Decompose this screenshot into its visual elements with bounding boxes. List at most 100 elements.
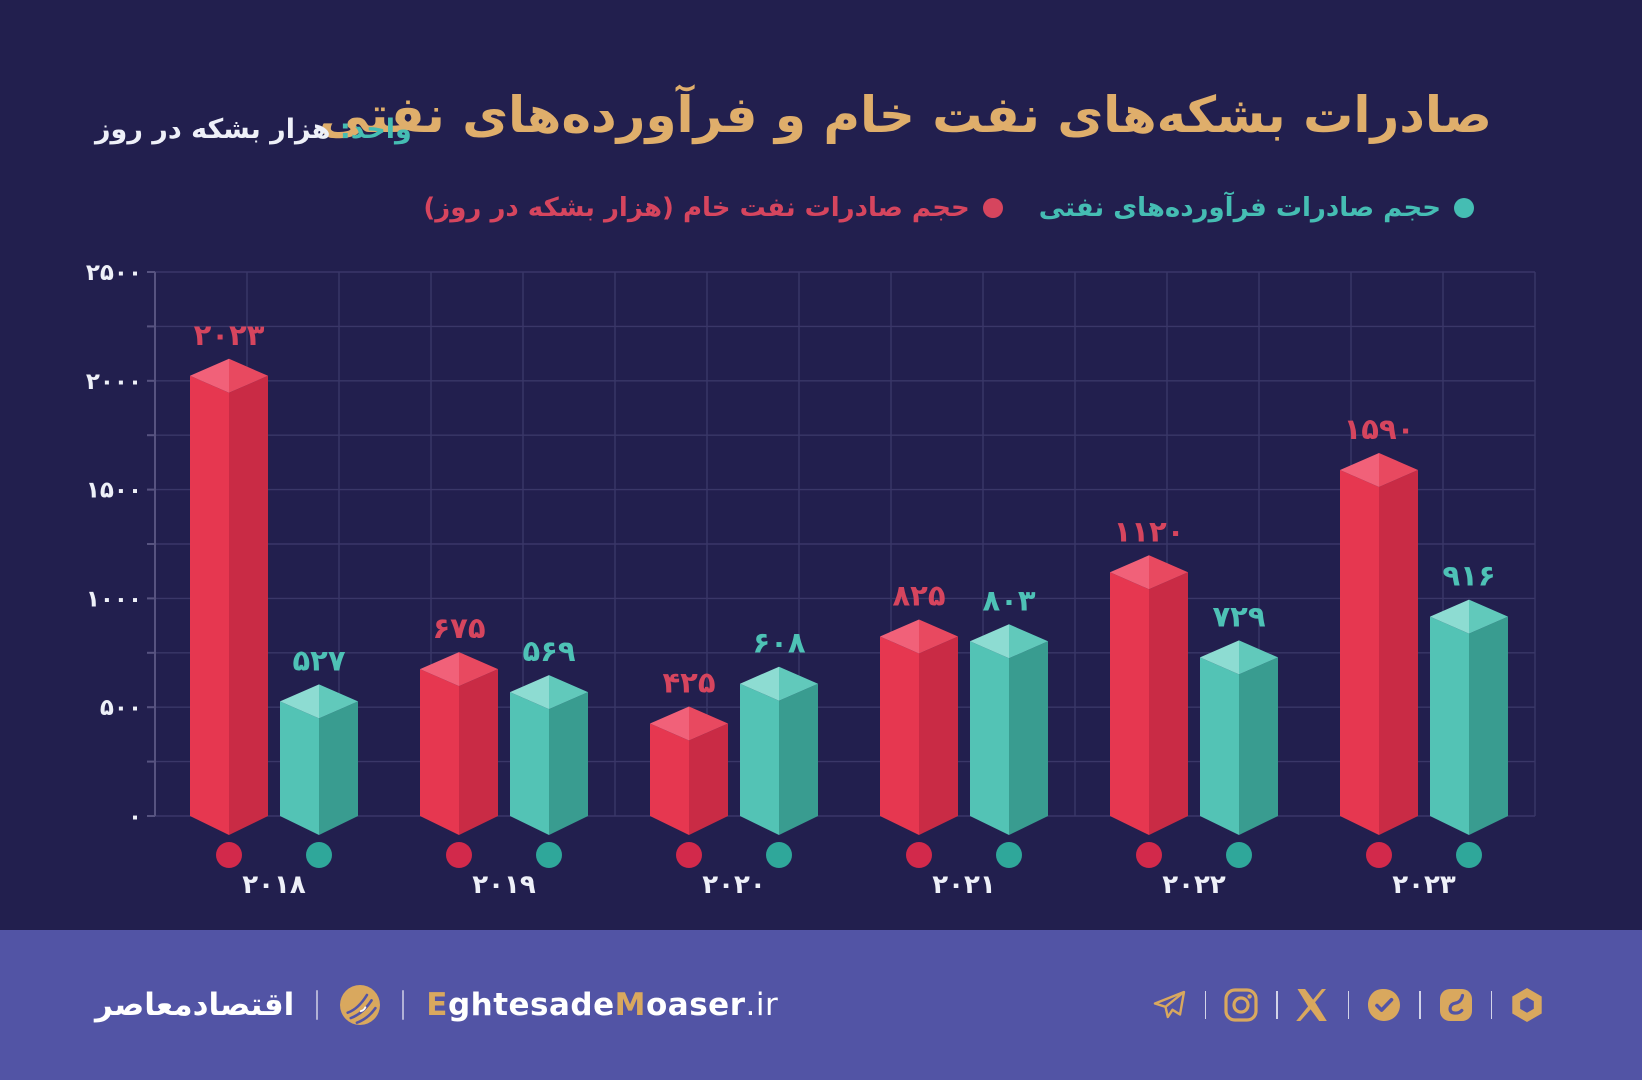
bar-face-left — [190, 375, 229, 835]
bar-top-left — [1200, 640, 1239, 675]
chart-legend: حجم صادرات فرآورده‌های نفتی حجم صادرات ن… — [423, 193, 1474, 223]
bar-top-left — [420, 652, 459, 687]
bar-value-label: ۵۲۷ — [292, 643, 345, 677]
bar-value-label: ۸۲۵ — [892, 578, 945, 612]
rubika-icon[interactable] — [1507, 985, 1547, 1025]
bar-face-left — [1110, 572, 1149, 835]
bar-top-right — [919, 619, 958, 654]
bar-face-left — [510, 692, 549, 835]
instagram-icon[interactable] — [1221, 985, 1261, 1025]
bar-marker-dot — [306, 842, 332, 868]
bar-face-right — [1379, 470, 1418, 835]
site-url-segment: E — [426, 987, 448, 1023]
bar-top-left — [510, 675, 549, 710]
bar-marker-dot — [536, 842, 562, 868]
bar-top-right — [1239, 640, 1278, 675]
bar-products-2019: ۵۶۹ — [510, 634, 588, 868]
bar-top-right — [319, 684, 358, 719]
unit-note: واحد: هزار بشکه در روز — [95, 114, 412, 145]
x-category-label: ۲۰۲۰ — [702, 870, 765, 900]
x-category-label: ۲۰۲۲ — [1162, 870, 1226, 900]
bar-top-left — [880, 619, 919, 654]
bar-value-label: ۱۱۲۰ — [1114, 514, 1185, 548]
footer-brand-cluster: اقتصادمعاصر EghtesadeMoaser.ir — [95, 985, 778, 1025]
bar-value-label: ۸۰۳ — [982, 583, 1035, 617]
social-divider — [1204, 991, 1206, 1019]
social-divider — [1490, 991, 1492, 1019]
bar-top-left — [1110, 555, 1149, 590]
x-category-label: ۲۰۲۱ — [932, 870, 995, 900]
bar-face-right — [319, 701, 358, 835]
social-divider — [1276, 991, 1278, 1019]
unit-value: هزار بشکه در روز — [95, 114, 331, 145]
y-tick-label: ۲۵۰۰ — [86, 260, 142, 286]
bale-icon[interactable] — [1364, 985, 1404, 1025]
bar-face-right — [689, 723, 728, 835]
bar-face-right — [549, 692, 588, 835]
bar-top-right — [1009, 624, 1048, 659]
footer-divider — [402, 990, 405, 1020]
bar-value-label: ۴۲۵ — [662, 666, 715, 700]
bar-face-right — [919, 636, 958, 835]
bar-face-right — [1239, 657, 1278, 835]
bar-face-right — [1009, 641, 1048, 835]
bar-value-label: ۱۵۹۰ — [1344, 412, 1415, 446]
bar-face-right — [459, 669, 498, 835]
bar-crude-2021: ۸۲۵ — [880, 578, 958, 868]
bar-face-left — [420, 669, 459, 835]
bar-face-right — [229, 375, 268, 835]
x-category-label: ۲۰۲۳ — [1392, 870, 1456, 900]
bar-top-left — [190, 358, 229, 393]
bar-value-label: ۶۷۵ — [432, 611, 485, 645]
bar-marker-dot — [766, 842, 792, 868]
bar-value-label: ۲۰۲۳ — [194, 318, 265, 352]
bar-value-label: ۹۱۶ — [1442, 559, 1495, 593]
legend-item-products: حجم صادرات فرآورده‌های نفتی — [1039, 193, 1474, 223]
telegram-icon[interactable] — [1150, 985, 1190, 1025]
bar-face-left — [1430, 616, 1469, 835]
site-url-segment: oaser — [646, 987, 746, 1023]
page-title: صادرات بشکه‌های نفت خام و فرآورده‌های نف… — [319, 86, 1493, 144]
legend-item-crude: حجم صادرات نفت خام (هزار بشکه در روز) — [423, 193, 1003, 223]
bar-face-right — [1469, 616, 1508, 835]
site-url-segment: M — [614, 987, 646, 1023]
bar-marker-dot — [446, 842, 472, 868]
bar-products-2018: ۵۲۷ — [280, 643, 358, 868]
x-category-label: ۲۰۱۸ — [242, 870, 306, 900]
bar-crude-2018: ۲۰۲۳ — [190, 318, 268, 868]
bar-top-left — [970, 624, 1009, 659]
legend-label-crude: حجم صادرات نفت خام (هزار بشکه در روز) — [423, 193, 970, 223]
bar-crude-2020: ۴۲۵ — [650, 666, 728, 868]
social-icons-row — [1150, 985, 1548, 1025]
bar-top-left — [1340, 453, 1379, 488]
eitaa-icon[interactable] — [1436, 985, 1476, 1025]
bar-top-left — [1430, 599, 1469, 634]
bar-top-right — [1469, 599, 1508, 634]
bar-value-label: ۵۶۹ — [522, 634, 575, 668]
bar-products-2023: ۹۱۶ — [1430, 559, 1508, 868]
bar-marker-dot — [1456, 842, 1482, 868]
y-tick-label: ۱۵۰۰ — [86, 478, 142, 504]
bar-marker-dot — [906, 842, 932, 868]
bar-marker-dot — [996, 842, 1022, 868]
bar-top-left — [740, 666, 779, 701]
brand-logo-icon — [340, 985, 381, 1025]
bar-face-left — [280, 701, 319, 835]
bar-marker-dot — [216, 842, 242, 868]
social-divider — [1347, 991, 1349, 1019]
x-icon[interactable] — [1293, 985, 1333, 1025]
bar-top-right — [689, 706, 728, 741]
footer-bar: اقتصادمعاصر EghtesadeMoaser.ir — [0, 930, 1642, 1080]
bar-top-left — [280, 684, 319, 719]
bar-face-left — [880, 636, 919, 835]
bar-top-right — [1149, 555, 1188, 590]
bar-products-2022: ۷۲۹ — [1200, 599, 1278, 868]
site-url-link[interactable]: EghtesadeMoaser.ir — [426, 987, 778, 1023]
site-url-segment: .ir — [745, 987, 779, 1023]
bar-top-right — [229, 358, 268, 393]
bar-marker-dot — [676, 842, 702, 868]
bar-crude-2019: ۶۷۵ — [420, 611, 498, 868]
bar-top-right — [549, 675, 588, 710]
